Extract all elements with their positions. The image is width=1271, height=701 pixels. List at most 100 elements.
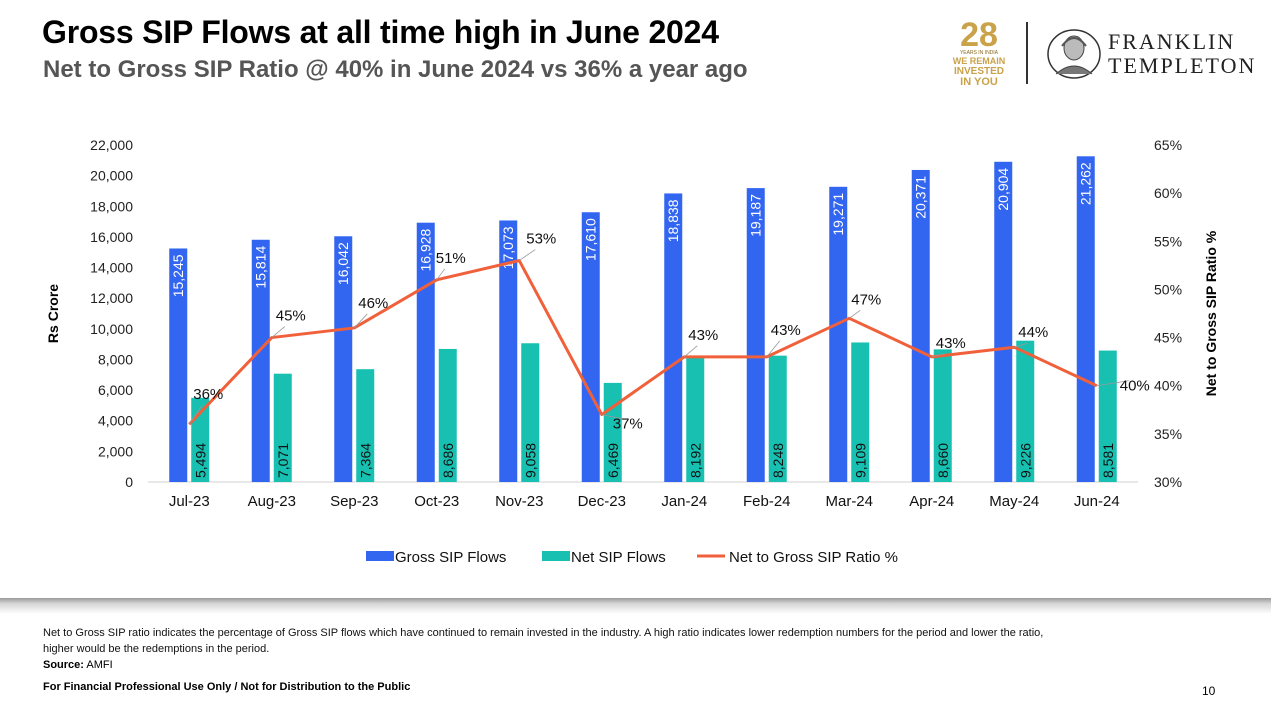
- badge-number: 28: [960, 16, 998, 54]
- gross-sip-bar: [251, 239, 270, 482]
- badge-line-2: WE REMAIN: [953, 56, 1006, 66]
- y2-tick-label: 45%: [1154, 330, 1182, 346]
- gross-sip-data-label: 15,814: [253, 246, 269, 289]
- y-tick-label: 22,000: [90, 137, 133, 153]
- net-sip-data-label: 9,109: [852, 443, 868, 478]
- y-tick-label: 12,000: [90, 290, 133, 306]
- y-tick-label: 10,000: [90, 321, 133, 337]
- ratio-data-label: 45%: [276, 308, 306, 325]
- net-sip-data-label: 9,226: [1017, 443, 1033, 478]
- net-sip-data-label: 8,686: [440, 443, 456, 478]
- ratio-data-label: 36%: [193, 386, 223, 403]
- ratio-leader-line: [436, 268, 446, 281]
- net-sip-bar: [603, 382, 622, 482]
- ratio-data-label: 37%: [613, 416, 643, 433]
- franklin-portrait-icon: [1047, 29, 1101, 79]
- ratio-line: [188, 259, 1098, 426]
- net-sip-data-label: 8,581: [1100, 443, 1116, 478]
- ratio-data-label: 43%: [936, 335, 966, 352]
- x-tick-label: Nov-23: [495, 493, 543, 510]
- y2-tick-label: 55%: [1154, 233, 1182, 249]
- net-sip-bar: [1016, 340, 1035, 482]
- legend-swatch-gross: [366, 551, 394, 561]
- x-tick-label: Sep-23: [330, 493, 378, 510]
- y-tick-label: 18,000: [90, 198, 133, 214]
- x-tick-label: May-24: [989, 493, 1039, 510]
- y2-axis-title: Net to Gross SIP Ratio %: [1203, 230, 1219, 396]
- net-sip-bar: [686, 356, 705, 482]
- x-tick-label: Aug-23: [248, 493, 296, 510]
- net-sip-data-label: 8,660: [935, 443, 951, 478]
- disclaimer: For Financial Professional Use Only / No…: [43, 681, 411, 693]
- y-tick-label: 20,000: [90, 168, 133, 184]
- gross-sip-data-label: 20,371: [913, 176, 929, 219]
- brand-line-1: FRANKLIN: [1108, 29, 1236, 54]
- ratio-leader-line: [1096, 380, 1129, 387]
- net-sip-data-label: 5,494: [192, 443, 208, 478]
- page-subtitle: Net to Gross SIP Ratio @ 40% in June 202…: [43, 56, 748, 83]
- x-tick-label: Apr-24: [909, 493, 954, 510]
- net-sip-data-label: 7,071: [275, 443, 291, 478]
- ratio-data-label: 53%: [526, 231, 556, 248]
- legend-swatch-net: [542, 551, 570, 561]
- page-number: 10: [1202, 684, 1216, 698]
- y-tick-label: 2,000: [98, 443, 133, 459]
- gross-sip-bar: [829, 186, 848, 482]
- source-value: AMFI: [86, 659, 113, 671]
- ratio-leader-line: [849, 309, 861, 319]
- gross-sip-bar: [499, 220, 518, 482]
- source-line: Source: AMFI: [43, 659, 113, 671]
- gross-sip-data-label: 19,187: [748, 194, 764, 237]
- y-tick-label: 14,000: [90, 260, 133, 276]
- gross-sip-data-label: 21,262: [1078, 162, 1094, 205]
- gross-sip-data-label: 20,904: [995, 168, 1011, 211]
- x-tick-label: Jan-24: [661, 493, 707, 510]
- ratio-data-label: 51%: [436, 250, 466, 267]
- y2-tick-label: 50%: [1154, 281, 1182, 297]
- sip-flows-chart: 0 2,000 4,000 6,000 8,000 10,000 12,000 14,000 1…: [45, 137, 1219, 566]
- page-title: Gross SIP Flows at all time high in June…: [42, 14, 719, 50]
- gross-sip-data-label: 17,073: [500, 226, 516, 269]
- ratio-data-label: 40%: [1120, 378, 1150, 395]
- y2-tick-label: 40%: [1154, 378, 1182, 394]
- x-tick-label: Oct-23: [414, 493, 459, 510]
- y-tick-label: 4,000: [98, 413, 133, 429]
- footer-divider: [0, 598, 1271, 614]
- footnote: Net to Gross SIP ratio indicates the per…: [43, 627, 1044, 655]
- ratio-leader-line: [931, 353, 945, 358]
- gross-sip-data-label: 16,928: [418, 228, 434, 271]
- x-tick-label: Jun-24: [1074, 493, 1120, 510]
- y-tick-label: 6,000: [98, 382, 133, 398]
- net-sip-bar: [438, 348, 457, 482]
- legend-label-net: Net SIP Flows: [571, 549, 666, 566]
- net-sip-bar: [851, 342, 870, 482]
- gross-sip-data-label: 16,042: [335, 242, 351, 285]
- y2-tick-label: 35%: [1154, 426, 1182, 442]
- ratio-leader-line: [188, 405, 203, 425]
- x-tick-label: Mar-24: [825, 493, 873, 510]
- logo-divider: [1026, 22, 1028, 84]
- net-sip-data-label: 8,248: [770, 443, 786, 478]
- gross-sip-bar: [994, 161, 1013, 482]
- legend-label-ratio: Net to Gross SIP Ratio %: [729, 549, 898, 566]
- gross-sip-data-label: 15,245: [170, 254, 186, 297]
- y-axis-title: Rs Crore: [45, 284, 61, 343]
- ratio-leader-line: [353, 313, 368, 329]
- source-label: Source:: [43, 659, 84, 671]
- net-sip-data-label: 9,058: [522, 443, 538, 478]
- gross-sip-bar: [334, 236, 353, 482]
- badge-line-4: IN YOU: [960, 76, 998, 88]
- ratio-data-label: 43%: [771, 322, 801, 339]
- gross-sip-data-label: 17,610: [583, 218, 599, 261]
- gross-sip-data-label: 19,271: [830, 193, 846, 236]
- badge-line-3: INVESTED: [954, 66, 1004, 77]
- brand-wordmark: FRANKLIN TEMPLETON: [1108, 30, 1256, 78]
- legend-label-gross: Gross SIP Flows: [395, 549, 506, 566]
- y-tick-label: 0: [125, 474, 133, 490]
- ratio-data-label: 46%: [358, 295, 388, 312]
- badge-line-1: YEARS IN INDIA: [960, 50, 999, 56]
- x-tick-label: Feb-24: [743, 493, 791, 510]
- net-sip-bar: [933, 349, 952, 482]
- net-sip-data-label: 8,192: [687, 443, 703, 478]
- ratio-leader-line: [519, 249, 536, 261]
